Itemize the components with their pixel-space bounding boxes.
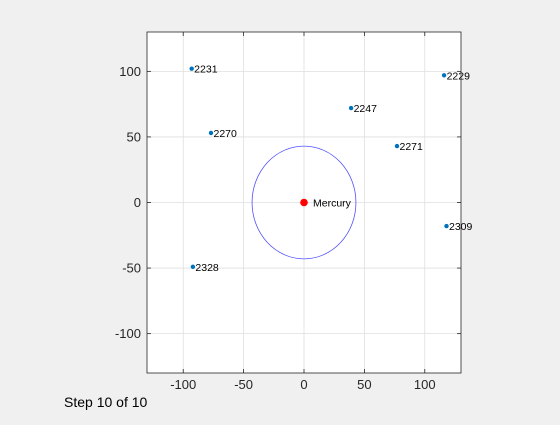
y-tick-label: 50 xyxy=(127,129,141,144)
step-counter-text: Step 10 of 10 xyxy=(64,394,148,410)
y-tick-label: -50 xyxy=(122,261,141,276)
x-tick-label: -50 xyxy=(234,377,253,392)
x-tick-label: -100 xyxy=(170,377,196,392)
y-tick-label: -100 xyxy=(115,326,141,341)
data-point-label: 2231 xyxy=(194,64,218,76)
orbit-circle xyxy=(251,145,357,260)
axis-ticks: -100 -50 0 50 100 -100 -50 0 50 100 xyxy=(115,32,461,392)
data-point-label: 2328 xyxy=(195,262,219,274)
data-point-marker xyxy=(208,130,214,136)
data-point-marker xyxy=(441,73,447,78)
x-tick-label: 50 xyxy=(357,377,371,392)
data-point-label: 2271 xyxy=(399,141,423,153)
data-point-marker xyxy=(444,223,449,229)
data-point-label: 2247 xyxy=(354,103,378,115)
data-point-marker xyxy=(189,66,194,71)
x-tick-label: 0 xyxy=(300,377,307,392)
data-point-marker xyxy=(394,143,400,149)
mercury-marker xyxy=(300,198,308,207)
data-point-label: 2270 xyxy=(214,128,238,140)
mercury-label: Mercury xyxy=(313,198,352,210)
data-point-label: 2229 xyxy=(447,70,471,82)
y-tick-label: 0 xyxy=(134,195,141,210)
data-point-marker xyxy=(348,105,354,111)
x-tick-label: 100 xyxy=(414,377,436,392)
orbit-circle-layer xyxy=(251,145,357,260)
data-point-marker xyxy=(190,264,196,269)
y-tick-label: 100 xyxy=(119,64,141,79)
